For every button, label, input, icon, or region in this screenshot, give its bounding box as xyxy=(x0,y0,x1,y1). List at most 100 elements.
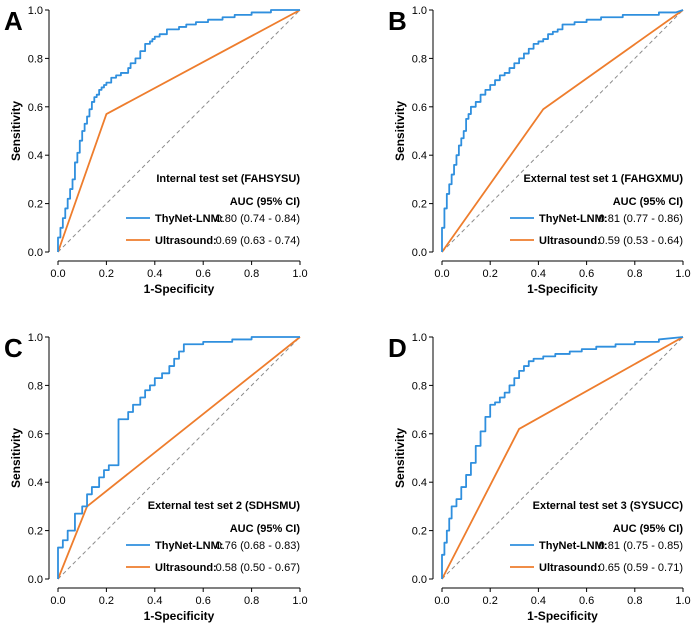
legend-entry-value: 0.81 (0.77 - 0.86) xyxy=(599,213,683,225)
legend-entry-value: 0.59 (0.53 - 0.64) xyxy=(599,235,683,247)
x-tick-label: 0.6 xyxy=(196,268,211,280)
y-tick-label: 0.6 xyxy=(28,102,43,114)
y-tick-label: 0.4 xyxy=(412,150,427,162)
x-tick-label: 0.8 xyxy=(627,268,642,280)
legend-entry-value: 0.80 (0.74 - 0.84) xyxy=(216,213,300,225)
legend: External test set 1 (FAHGXMU) AUC (95% CI… xyxy=(510,173,683,247)
x-tick-label: 0.6 xyxy=(579,268,594,280)
thynet-roc-curve xyxy=(441,9,684,252)
x-tick-label: 0.6 xyxy=(196,595,211,607)
legend-subtitle: AUC (95% CI) xyxy=(230,196,301,208)
x-tick-label: 0.2 xyxy=(99,595,114,607)
ultrasound-roc-curve xyxy=(441,336,684,580)
y-tick-label: 0.8 xyxy=(28,380,43,392)
legend-subtitle: AUC (95% CI) xyxy=(230,523,301,535)
legend-title: External test set 1 (FAHGXMU) xyxy=(523,173,683,185)
y-tick-label: 1.0 xyxy=(28,5,43,17)
legend-entry-name: ThyNet-LNM: xyxy=(539,213,607,225)
panel-letter: A xyxy=(4,6,23,36)
legend: External test set 2 (SDHSMU) AUC (95% CI)… xyxy=(126,500,300,574)
y-tick-label: 1.0 xyxy=(28,332,43,344)
legend: Internal test set (FAHSYSU) AUC (95% CI) T… xyxy=(126,173,300,247)
x-axis-label: 1-Specificity xyxy=(144,282,215,296)
y-axis-label: Sensitivity xyxy=(393,101,407,161)
x-tick-label: 1.0 xyxy=(675,268,690,280)
y-tick-label: 0.8 xyxy=(28,53,43,65)
y-tick-label: 0.4 xyxy=(28,150,43,162)
x-tick-label: 0.4 xyxy=(147,595,162,607)
legend-entry-value: 0.81 (0.75 - 0.85) xyxy=(599,540,683,552)
reference-diagonal xyxy=(57,336,301,580)
x-tick-label: 0.8 xyxy=(244,595,259,607)
x-tick-label: 0.2 xyxy=(483,595,498,607)
x-tick-label: 0.0 xyxy=(434,268,449,280)
y-tick-label: 0.2 xyxy=(28,199,43,211)
x-tick-label: 1.0 xyxy=(292,595,307,607)
x-tick-label: 0.4 xyxy=(147,268,162,280)
legend-entry-name: Ultrasound: xyxy=(539,562,601,574)
panel-c: C 0.0 0.2 0.4 0.6 0.8 1.0 0.0 0.2 0.4 0.6 0.8 1.0 1-S… xyxy=(4,332,308,623)
thynet-roc-curve xyxy=(441,336,684,579)
reference-diagonal xyxy=(441,9,684,253)
y-tick-label: 0.6 xyxy=(412,102,427,114)
x-tick-label: 1.0 xyxy=(675,595,690,607)
legend-entry-name: ThyNet-LNM: xyxy=(155,540,223,552)
x-axis-label: 1-Specificity xyxy=(527,609,598,623)
x-tick-label: 0.8 xyxy=(244,268,259,280)
y-tick-label: 0.2 xyxy=(28,526,43,538)
reference-diagonal xyxy=(441,336,684,580)
panel-letter: B xyxy=(388,6,407,36)
y-tick-label: 0.2 xyxy=(412,199,427,211)
y-tick-label: 0.4 xyxy=(28,477,43,489)
x-tick-label: 0.8 xyxy=(627,595,642,607)
legend-entry-value: 0.58 (0.50 - 0.67) xyxy=(216,562,300,574)
y-axis-label: Sensitivity xyxy=(393,428,407,488)
panel-letter: C xyxy=(4,333,23,363)
x-tick-label: 0.0 xyxy=(434,595,449,607)
legend-entry-value: 0.69 (0.63 - 0.74) xyxy=(216,235,300,247)
y-tick-label: 1.0 xyxy=(412,5,427,17)
legend: External test set 3 (SYSUCC) AUC (95% CI)… xyxy=(510,500,683,574)
y-tick-label: 0.4 xyxy=(412,477,427,489)
panel-d: D 0.0 0.2 0.4 0.6 0.8 1.0 0.0 0.2 0.4 0.6 0.8 1.0 1-S… xyxy=(388,332,691,623)
reference-diagonal xyxy=(57,9,301,253)
x-tick-label: 0.6 xyxy=(579,595,594,607)
legend-subtitle: AUC (95% CI) xyxy=(613,523,684,535)
legend-title: External test set 3 (SYSUCC) xyxy=(533,500,684,512)
legend-entry-value: 0.65 (0.59 - 0.71) xyxy=(599,562,683,574)
legend-entry-name: Ultrasound: xyxy=(155,235,217,247)
panel-b: B 0.0 0.2 0.4 0.6 0.8 1.0 0.0 0.2 0.4 0.6 0.8 1.0 1-S… xyxy=(388,5,691,296)
y-tick-label: 1.0 xyxy=(412,332,427,344)
legend-entry-name: Ultrasound: xyxy=(539,235,601,247)
y-tick-label: 0.6 xyxy=(412,429,427,441)
y-axis-label: Sensitivity xyxy=(9,428,23,488)
x-tick-label: 0.2 xyxy=(483,268,498,280)
y-tick-label: 0.2 xyxy=(412,526,427,538)
ultrasound-roc-curve xyxy=(57,9,301,253)
legend-title: External test set 2 (SDHSMU) xyxy=(148,500,301,512)
y-tick-label: 0.6 xyxy=(28,429,43,441)
panel-a: A 0.0 0.2 0.4 0.6 0.8 1.0 0.0 0.2 0.4 0.6 0.8 1.0 1-S… xyxy=(4,5,308,296)
ultrasound-roc-curve xyxy=(441,9,684,253)
x-axis-label: 1-Specificity xyxy=(144,609,215,623)
legend-title: Internal test set (FAHSYSU) xyxy=(156,173,300,185)
x-tick-label: 0.2 xyxy=(99,268,114,280)
x-tick-label: 1.0 xyxy=(292,268,307,280)
y-tick-label: 0.8 xyxy=(412,53,427,65)
legend-subtitle: AUC (95% CI) xyxy=(613,196,684,208)
y-axis-label: Sensitivity xyxy=(9,101,23,161)
x-tick-label: 0.0 xyxy=(50,595,65,607)
thynet-roc-curve xyxy=(57,336,300,579)
legend-entry-name: ThyNet-LNM: xyxy=(155,213,223,225)
thynet-roc-curve xyxy=(57,9,300,252)
legend-entry-name: Ultrasound: xyxy=(155,562,217,574)
x-tick-label: 0.0 xyxy=(50,268,65,280)
y-tick-label: 0.0 xyxy=(28,574,43,586)
y-tick-label: 0.8 xyxy=(412,380,427,392)
y-tick-label: 0.0 xyxy=(412,574,427,586)
legend-entry-value: 0.76 (0.68 - 0.83) xyxy=(216,540,300,552)
y-tick-label: 0.0 xyxy=(28,247,43,259)
panel-letter: D xyxy=(388,333,407,363)
y-tick-label: 0.0 xyxy=(412,247,427,259)
